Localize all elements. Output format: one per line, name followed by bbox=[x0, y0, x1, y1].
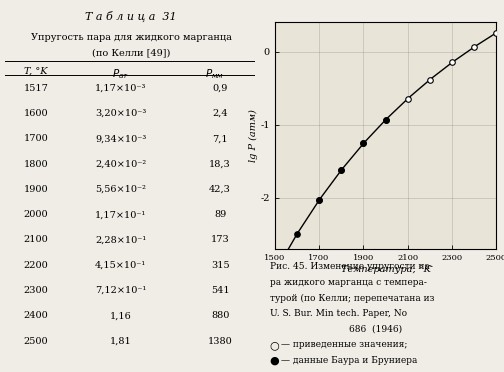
Text: 2,4: 2,4 bbox=[212, 109, 228, 118]
Text: 2500: 2500 bbox=[24, 337, 48, 346]
Text: 89: 89 bbox=[214, 210, 226, 219]
Text: ●: ● bbox=[270, 356, 279, 366]
Text: ○: ○ bbox=[270, 340, 279, 350]
Point bbox=[426, 77, 434, 83]
Text: 2000: 2000 bbox=[24, 210, 48, 219]
Point bbox=[470, 44, 478, 50]
Text: — данные Баура и Бруниера: — данные Баура и Бруниера bbox=[281, 356, 418, 365]
Text: Упругость пара для жидкого марганца: Упругость пара для жидкого марганца bbox=[31, 33, 231, 42]
Text: 7,12×10⁻¹: 7,12×10⁻¹ bbox=[95, 286, 146, 295]
Text: 0,9: 0,9 bbox=[213, 84, 228, 93]
Text: 1,17×10⁻³: 1,17×10⁻³ bbox=[95, 84, 146, 93]
Text: 2,40×10⁻²: 2,40×10⁻² bbox=[95, 160, 146, 169]
Text: 315: 315 bbox=[211, 261, 229, 270]
Point bbox=[382, 117, 390, 123]
Text: 42,3: 42,3 bbox=[209, 185, 231, 194]
Point bbox=[315, 197, 323, 203]
Text: 7,1: 7,1 bbox=[212, 134, 228, 143]
Text: 2100: 2100 bbox=[24, 235, 48, 244]
Text: $P_{мм}$: $P_{мм}$ bbox=[206, 67, 224, 81]
Text: T, °K: T, °K bbox=[24, 67, 47, 76]
Point bbox=[404, 96, 412, 102]
Text: 1380: 1380 bbox=[208, 337, 232, 346]
Text: 1517: 1517 bbox=[24, 84, 48, 93]
Point bbox=[293, 231, 301, 237]
Text: 2400: 2400 bbox=[24, 311, 48, 320]
Text: ра жидкого марганца с темпера-: ра жидкого марганца с темпера- bbox=[270, 278, 426, 287]
Text: 9,34×10⁻³: 9,34×10⁻³ bbox=[95, 134, 146, 143]
Text: 1700: 1700 bbox=[24, 134, 48, 143]
Text: 1600: 1600 bbox=[24, 109, 48, 118]
Point bbox=[337, 167, 345, 173]
Point bbox=[359, 141, 367, 147]
Text: Т а б л и ц а  31: Т а б л и ц а 31 bbox=[85, 11, 177, 22]
Text: (по Келли [49]): (по Келли [49]) bbox=[92, 48, 170, 57]
Text: турой (по Келли; перепечатана из: турой (по Келли; перепечатана из bbox=[270, 294, 434, 303]
Text: 4,15×10⁻¹: 4,15×10⁻¹ bbox=[95, 261, 146, 270]
Text: 880: 880 bbox=[211, 311, 229, 320]
Point bbox=[315, 197, 323, 203]
Text: — приведенные значения;: — приведенные значения; bbox=[281, 340, 408, 349]
X-axis label: Температура, °K: Температура, °K bbox=[341, 265, 430, 274]
Text: 3,20×10⁻³: 3,20×10⁻³ bbox=[95, 109, 146, 118]
Text: 2300: 2300 bbox=[24, 286, 48, 295]
Text: 2200: 2200 bbox=[24, 261, 48, 270]
Text: 18,3: 18,3 bbox=[209, 160, 231, 169]
Point bbox=[274, 263, 282, 269]
Text: 1900: 1900 bbox=[24, 185, 48, 194]
Text: 5,56×10⁻²: 5,56×10⁻² bbox=[95, 185, 146, 194]
Text: 173: 173 bbox=[211, 235, 229, 244]
Point bbox=[492, 30, 500, 36]
Text: 1,16: 1,16 bbox=[110, 311, 132, 320]
Text: $P_{ат}$: $P_{ат}$ bbox=[112, 67, 129, 81]
Point bbox=[382, 117, 390, 123]
Point bbox=[359, 141, 367, 147]
Text: 2,28×10⁻¹: 2,28×10⁻¹ bbox=[95, 235, 146, 244]
Point bbox=[337, 167, 345, 173]
Text: 1,17×10⁻¹: 1,17×10⁻¹ bbox=[95, 210, 146, 219]
Text: 1800: 1800 bbox=[24, 160, 48, 169]
Text: Рис. 45. Изменение упругости па-: Рис. 45. Изменение упругости па- bbox=[270, 262, 432, 271]
Text: 541: 541 bbox=[211, 286, 229, 295]
Text: U. S. Bur. Min tech. Paper, No: U. S. Bur. Min tech. Paper, No bbox=[270, 309, 407, 318]
Text: 686  (1946): 686 (1946) bbox=[349, 325, 402, 334]
Point bbox=[448, 60, 456, 65]
Y-axis label: lg P (атм): lg P (атм) bbox=[248, 109, 258, 162]
Text: 1,81: 1,81 bbox=[110, 337, 132, 346]
